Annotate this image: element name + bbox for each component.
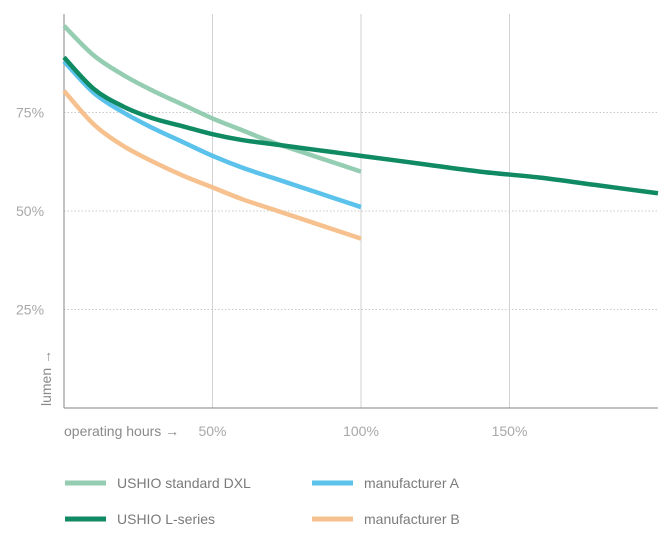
series-line-manufacturer-a: [62, 59, 362, 210]
x-tick-label: 50%: [198, 423, 226, 439]
legend-label-manufacturer-a: manufacturer A: [364, 475, 460, 491]
legend-label-ushio-standard-dxl: USHIO standard DXL: [117, 475, 251, 491]
series-line-manufacturer-b: [62, 89, 362, 241]
x-tick-label: 150%: [492, 423, 528, 439]
y-axis-title: lumen →: [38, 350, 54, 406]
legend-label-manufacturer-b: manufacturer B: [364, 511, 460, 527]
y-tick-label: 75%: [16, 105, 44, 121]
legend-label-ushio-l-series: USHIO L-series: [117, 511, 215, 527]
y-tick-label: 25%: [16, 302, 44, 318]
series-line-ushio-l-series: [62, 55, 659, 196]
x-axis-title: operating hours →: [64, 423, 179, 439]
series-line-ushio-standard-dxl: [62, 24, 362, 174]
y-tick-label: 50%: [16, 203, 44, 219]
x-tick-label: 100%: [343, 423, 379, 439]
